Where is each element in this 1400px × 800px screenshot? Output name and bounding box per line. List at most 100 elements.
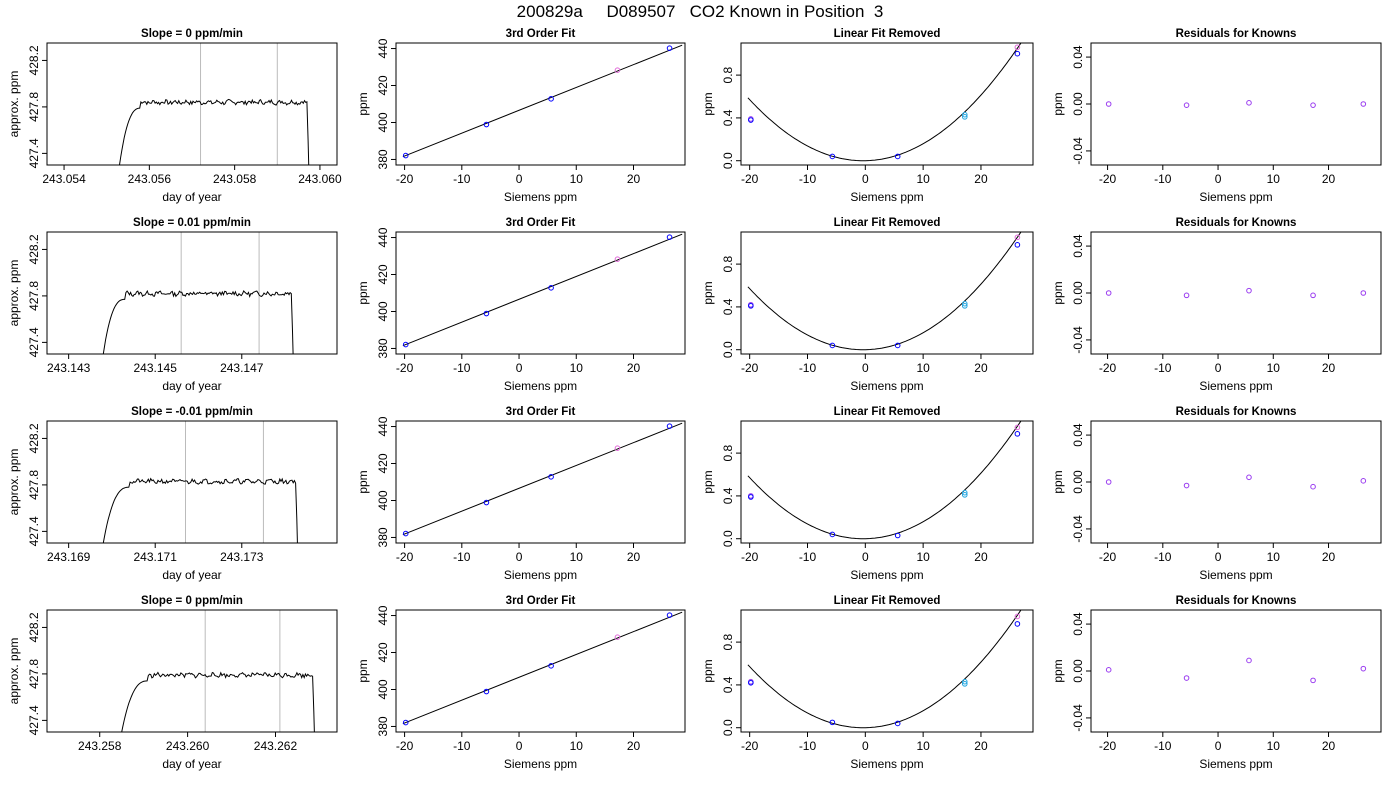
y-tick-label: 0.4 — [721, 676, 735, 693]
x-tick-label: 243.173 — [220, 550, 264, 564]
fit-curve — [747, 43, 1022, 162]
fit-line — [402, 611, 683, 725]
x-tick-label: -20 — [741, 172, 759, 186]
x-tick-label: -10 — [453, 739, 471, 753]
y-tick-label: 427.4 — [27, 705, 41, 735]
x-tick-label: 0 — [1215, 550, 1222, 564]
x-axis-label: Siemens ppm — [504, 379, 577, 393]
data-point — [402, 341, 409, 348]
y-tick-label: 440 — [376, 605, 390, 625]
y-tick-label: 0.0 — [721, 719, 735, 736]
x-tick-label: 10 — [916, 550, 930, 564]
x-tick-label: 10 — [570, 739, 584, 753]
x-tick-label: 20 — [627, 739, 641, 753]
data-point — [961, 492, 968, 498]
data-trace — [121, 671, 315, 732]
data-point — [666, 423, 673, 429]
panel-r2-c1: Slope = 0.01 ppm/min 243.143 243.145 243.14… — [7, 217, 338, 393]
data-trace — [119, 98, 310, 165]
y-tick-label: 0.04 — [1071, 612, 1085, 636]
plot-frame — [1090, 420, 1382, 544]
panel-r1-c1: Slope = 0 ppm/min 243.054 243.056 243.058 24… — [7, 28, 342, 204]
panel-r4-c3: Linear Fit Removed -20 -10 0 10 20 0.0 0.4 0.8 Si… — [701, 595, 1034, 771]
plot-frame — [1090, 231, 1382, 355]
plot-frame — [740, 420, 1034, 544]
plot-area — [102, 232, 294, 354]
data-point — [829, 719, 836, 726]
x-axis-label: day of year — [162, 757, 221, 771]
x-tick-label: 243.147 — [220, 361, 264, 375]
data-point — [894, 720, 901, 727]
y-tick-label: 427.8 — [27, 281, 41, 311]
plot-area — [402, 233, 683, 348]
y-tick-label: 0.0 — [721, 530, 735, 547]
data-point — [666, 612, 673, 618]
y-tick-label: -0.04 — [1071, 515, 1085, 543]
panel-title: Residuals for Knowns — [1176, 595, 1297, 607]
x-tick-label: 0 — [516, 739, 523, 753]
data-point — [961, 114, 968, 120]
x-tick-label: -20 — [1099, 550, 1117, 564]
x-tick-label: 20 — [1322, 361, 1336, 375]
y-tick-label: 380 — [376, 338, 390, 358]
data-point — [829, 153, 836, 160]
x-tick-label: 243.056 — [128, 172, 172, 186]
plot-frame — [46, 609, 338, 733]
y-axis-label: approx. ppm — [7, 449, 21, 516]
x-tick-label: 243.258 — [78, 739, 122, 753]
x-axis-label: Siemens ppm — [1199, 190, 1272, 204]
x-tick-label: -20 — [396, 739, 414, 753]
x-tick-label: 0 — [862, 172, 869, 186]
panel-title: Linear Fit Removed — [834, 28, 941, 40]
panel-title: Linear Fit Removed — [834, 406, 941, 418]
x-tick-label: 10 — [1267, 739, 1281, 753]
panel-r4-c1: Slope = 0 ppm/min 243.258 243.260 243.262 42… — [7, 595, 338, 771]
x-tick-label: 10 — [1267, 550, 1281, 564]
y-tick-label: 380 — [376, 527, 390, 547]
plot-area — [119, 43, 310, 165]
y-tick-label: 400 — [376, 679, 390, 699]
y-axis-label: ppm — [701, 470, 715, 493]
panel-r4-c4: Residuals for Knowns -20 -10 0 10 20 -0.04 0.00… — [1051, 595, 1382, 771]
data-point — [894, 342, 901, 349]
x-tick-label: -10 — [453, 550, 471, 564]
panel-title: Slope = 0 ppm/min — [141, 595, 243, 607]
data-point — [548, 663, 554, 669]
data-point — [748, 494, 754, 500]
data-point — [1183, 482, 1190, 489]
fit-curve — [747, 421, 1022, 540]
panel-title: Slope = -0.01 ppm/min — [131, 406, 253, 418]
data-point — [483, 310, 490, 317]
panel-title: Residuals for Knowns — [1176, 406, 1297, 418]
plot-frame — [740, 42, 1034, 166]
plot-area — [402, 44, 683, 159]
data-point — [483, 121, 490, 128]
data-point — [1246, 474, 1252, 481]
x-tick-label: 0 — [862, 361, 869, 375]
data-point — [548, 285, 554, 291]
y-tick-label: 0.0 — [721, 152, 735, 169]
y-tick-label: 420 — [376, 642, 390, 662]
x-tick-label: 10 — [916, 739, 930, 753]
panel-title: 3rd Order Fit — [506, 406, 576, 418]
y-tick-label: 428.2 — [27, 423, 41, 453]
x-tick-label: -20 — [741, 550, 759, 564]
x-tick-label: 20 — [1322, 550, 1336, 564]
data-point — [1246, 657, 1252, 664]
y-tick-label: 440 — [376, 38, 390, 58]
data-point — [1310, 483, 1316, 490]
y-tick-label: 0.00 — [1071, 281, 1085, 305]
y-tick-label: 380 — [376, 716, 390, 736]
data-point — [1246, 287, 1252, 294]
y-tick-label: -0.04 — [1071, 704, 1085, 732]
x-axis-label: Siemens ppm — [1199, 757, 1272, 771]
data-point — [829, 531, 836, 538]
data-point — [1105, 479, 1112, 485]
panel-title: Slope = 0 ppm/min — [141, 28, 243, 40]
panel-title: Slope = 0.01 ppm/min — [133, 217, 251, 229]
plot-frame — [46, 231, 338, 355]
data-trace — [102, 477, 298, 543]
y-tick-label: 420 — [376, 75, 390, 95]
y-axis-label: ppm — [1051, 92, 1065, 115]
